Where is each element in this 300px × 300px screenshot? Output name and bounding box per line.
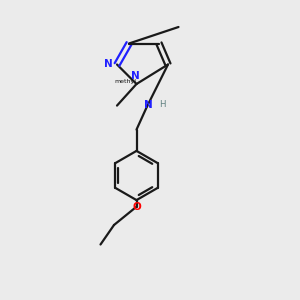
Text: H: H: [159, 100, 166, 109]
Text: N: N: [130, 70, 140, 81]
Text: N: N: [144, 100, 153, 110]
Text: N: N: [104, 58, 113, 69]
Text: methyl: methyl: [114, 79, 136, 83]
Text: O: O: [132, 202, 141, 212]
